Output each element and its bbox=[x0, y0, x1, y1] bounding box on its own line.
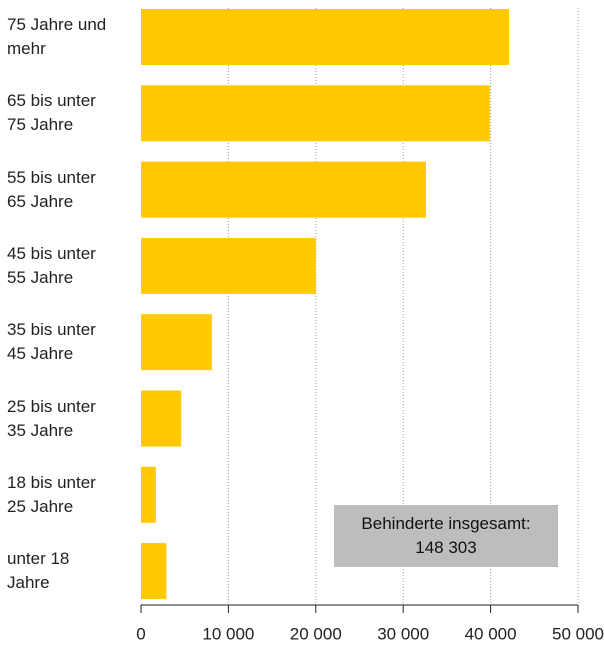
y-tick-label: 45 bis unter 55 Jahre bbox=[7, 243, 96, 287]
x-tick-label: 0 bbox=[136, 624, 145, 643]
x-tick-label: 10 000 bbox=[202, 624, 254, 643]
bar bbox=[141, 390, 182, 447]
y-tick-label: 65 bis unter 75 Jahre bbox=[7, 91, 96, 135]
bar bbox=[141, 237, 316, 294]
x-tick-label: 30 000 bbox=[377, 624, 429, 643]
bar bbox=[141, 314, 212, 371]
x-tick-label: 50 000 bbox=[552, 624, 604, 643]
y-tick-label: 75 Jahre und mehr bbox=[7, 15, 107, 58]
bar bbox=[141, 466, 156, 523]
y-tick-label: unter 18 Jahre bbox=[7, 549, 70, 593]
x-tick-label: 20 000 bbox=[290, 624, 342, 643]
y-tick-label: 25 bis unter 35 Jahre bbox=[7, 396, 96, 440]
y-tick-label: 35 bis unter 45 Jahre bbox=[7, 320, 96, 364]
bar bbox=[141, 85, 490, 142]
y-tick-label: 55 bis unter 65 Jahre bbox=[7, 167, 96, 211]
bar bbox=[141, 161, 426, 218]
bar bbox=[141, 543, 167, 600]
y-tick-label: 18 bis unter 25 Jahre bbox=[7, 472, 96, 516]
x-tick-label: 40 000 bbox=[465, 624, 517, 643]
bar bbox=[141, 9, 509, 65]
annotation: Behinderte insgesamt: 148 303 bbox=[334, 505, 558, 567]
